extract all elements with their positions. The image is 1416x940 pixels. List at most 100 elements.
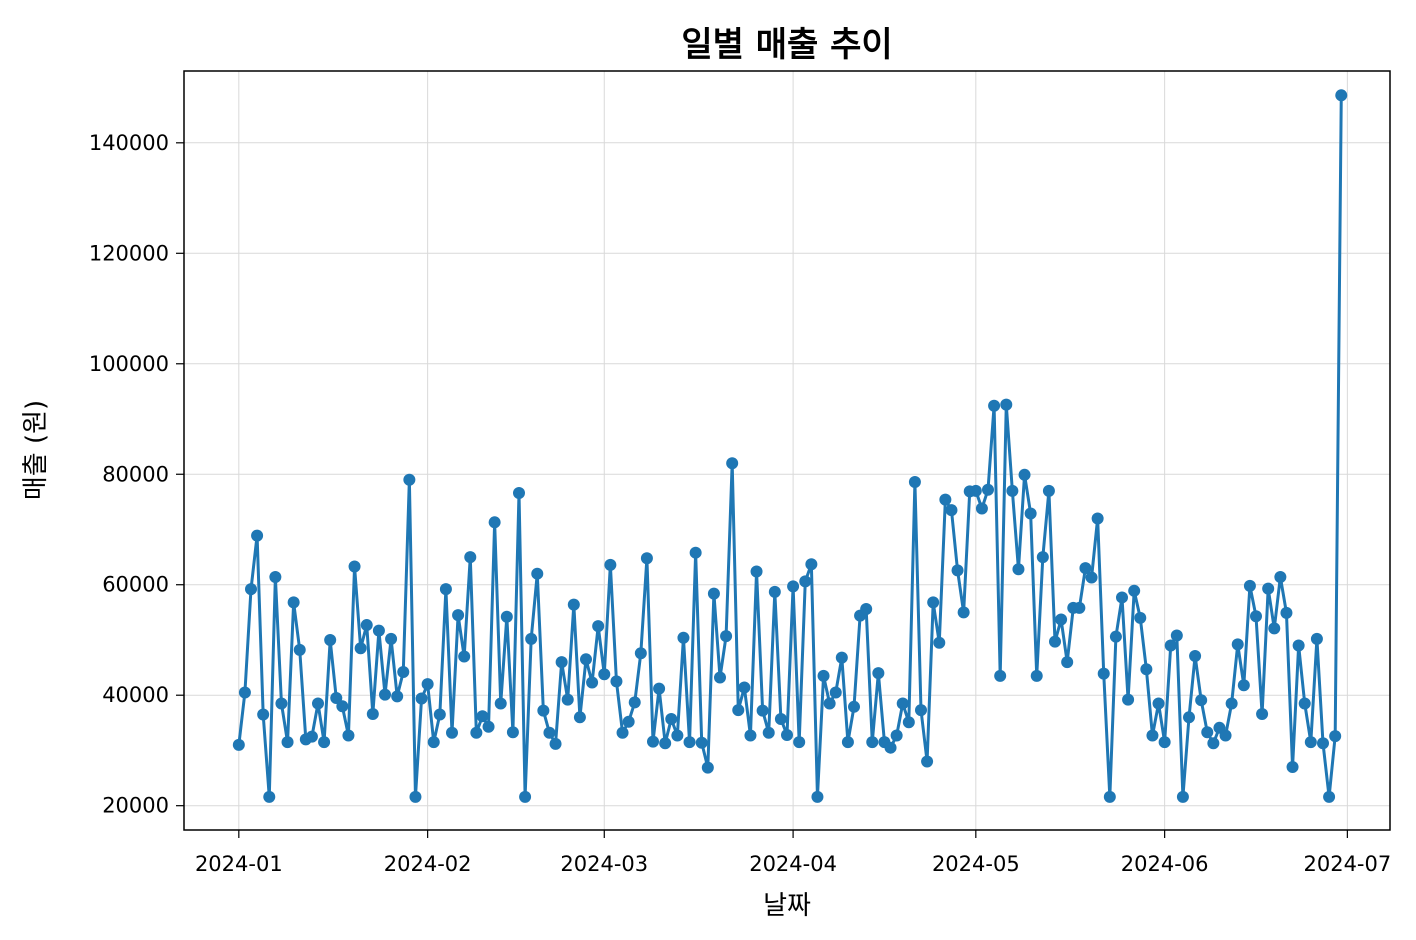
data-point [1195,694,1208,707]
data-point [848,700,860,713]
y-tick-label: 100000 [89,352,169,376]
data-point [951,564,964,577]
data-point [1024,507,1037,520]
data-point [580,653,592,666]
data-point [330,691,343,704]
x-tick-label: 2024-04 [749,852,837,876]
data-point [409,790,422,803]
data-point [1036,551,1049,564]
data-point [354,642,367,655]
data-point [1085,571,1098,584]
data-point [567,598,580,611]
data-point [1189,649,1202,662]
data-point [257,708,270,721]
data-point [1103,790,1116,803]
data-point [1286,761,1299,774]
data-point [927,596,940,609]
y-tick-label: 140000 [89,131,169,155]
data-point [616,726,629,739]
data-point [549,737,562,750]
y-axis-label: 매출 (원) [21,400,51,500]
data-point [872,667,885,680]
data-point [555,656,568,669]
data-point [823,697,836,710]
data-point [1225,697,1238,710]
data-point [573,711,586,724]
series-line [237,93,1343,799]
data-point [890,729,903,742]
data-point [1042,484,1055,497]
data-point [994,669,1007,682]
data-point [1030,669,1043,682]
data-point [318,736,331,749]
data-point [1012,563,1025,576]
data-point [251,529,264,542]
data-point [659,737,672,750]
y-tick-label: 80000 [102,462,169,486]
data-point [622,715,635,728]
y-tick-label: 40000 [102,683,169,707]
data-point [561,693,574,706]
data-point [1237,679,1250,692]
grid [184,71,1390,830]
x-tick-label: 2024-02 [384,852,472,876]
data-point [1079,562,1092,575]
data-point [707,587,720,600]
data-point [433,708,446,721]
data-point [634,647,647,660]
data-point [232,738,245,751]
data-point [957,606,970,619]
data-point [762,726,775,739]
data-point [732,704,745,717]
data-point [1049,635,1061,648]
data-point [799,575,812,588]
data-point [379,688,391,701]
data-point [1268,622,1281,635]
data-point [1329,730,1342,743]
data-point [1323,790,1336,803]
data-point [452,609,465,622]
data-point [1207,737,1220,750]
data-point [860,603,873,616]
data-point [695,736,708,749]
data-point [975,502,988,515]
data-point [537,704,550,717]
data-point [829,686,842,699]
data-point [1304,736,1317,749]
data-point [1006,484,1019,497]
data-point [805,558,818,571]
x-tick-label: 2024-01 [195,852,283,876]
data-point [781,728,793,741]
chart-title: 일별 매출 추이 [681,25,892,65]
data-point [494,697,507,710]
data-point [439,583,452,596]
x-tick-label: 2024-06 [1121,852,1209,876]
data-point [238,686,251,699]
plot-frame [183,70,1391,831]
data-point [1146,729,1159,742]
data-point [543,726,556,739]
y-tick-label: 120000 [89,241,169,265]
data-point [969,484,982,497]
data-point [513,487,525,500]
data-point [275,697,288,710]
data-point [671,729,684,742]
data-point [1000,398,1013,411]
data-point [427,736,440,749]
data-point [604,558,617,571]
data-point [360,619,373,632]
data-point [1164,639,1177,652]
data-point [1250,610,1262,623]
data-point [1335,89,1348,102]
data-point [884,741,897,754]
data-point [726,457,739,470]
data-point [506,726,519,739]
data-point [610,675,623,688]
data-point [598,668,611,681]
data-point [1091,512,1104,525]
data-point [1256,708,1269,720]
data-point [531,567,544,580]
y-tick-label: 20000 [102,794,169,818]
data-point [1140,663,1153,676]
